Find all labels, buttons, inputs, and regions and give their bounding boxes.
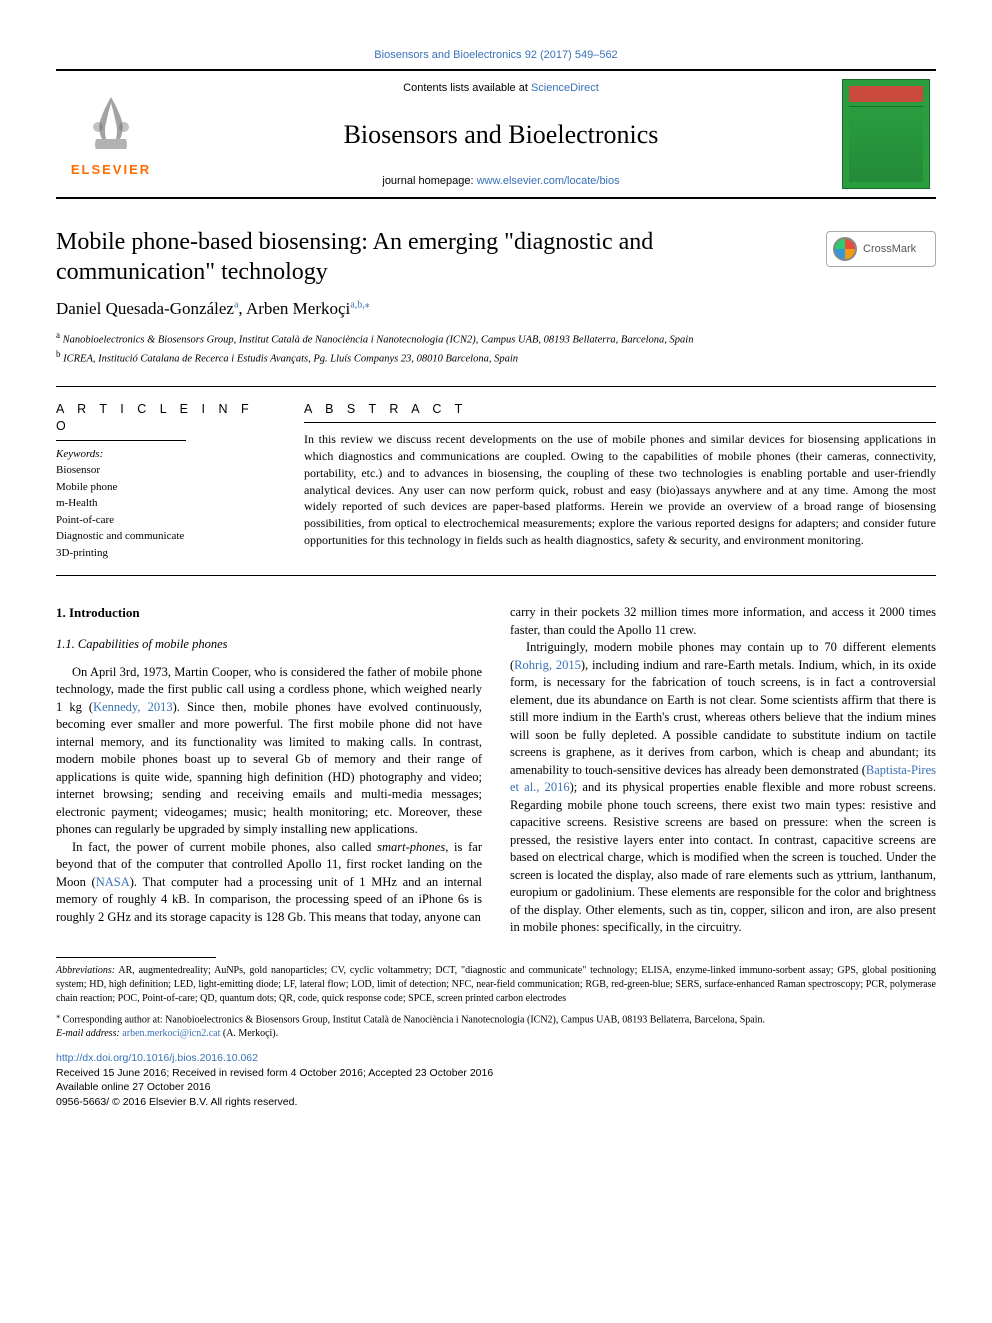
affiliations-block: a Nanobioelectronics & Biosensors Group,… bbox=[56, 329, 936, 368]
article-info-column: A R T I C L E I N F O Keywords: Biosenso… bbox=[56, 387, 276, 575]
citation-link[interactable]: Kennedy, 2013 bbox=[93, 700, 173, 714]
email-label: E-mail address: bbox=[56, 1028, 122, 1039]
journal-title: Biosensors and Bioelectronics bbox=[166, 117, 836, 153]
doi-link[interactable]: http://dx.doi.org/10.1016/j.bios.2016.10… bbox=[56, 1051, 936, 1066]
keywords-label: Keywords: bbox=[56, 447, 262, 462]
sciencedirect-link[interactable]: ScienceDirect bbox=[531, 82, 599, 94]
authors-line: Daniel Quesada-Gonzáleza, Arben Merkoçia… bbox=[56, 297, 936, 321]
elsevier-logo: ELSEVIER bbox=[56, 71, 166, 197]
footnotes-block: Abbreviations: AR, augmentedreality; AuN… bbox=[56, 964, 936, 1041]
citation-link[interactable]: NASA bbox=[96, 875, 130, 889]
section-1-1-heading: 1.1. Capabilities of mobile phones bbox=[56, 636, 482, 654]
cover-image bbox=[842, 79, 930, 189]
article-title: Mobile phone-based biosensing: An emergi… bbox=[56, 227, 826, 287]
abstract-column: A B S T R A C T In this review we discus… bbox=[276, 387, 936, 575]
keyword-item: Biosensor bbox=[56, 462, 262, 479]
email-footnote: E-mail address: arben.merkoci@icn2.cat (… bbox=[56, 1027, 936, 1041]
journal-header-center: Contents lists available at ScienceDirec… bbox=[166, 71, 836, 197]
journal-homepage-line: journal homepage: www.elsevier.com/locat… bbox=[166, 174, 836, 189]
affiliation-a: a Nanobioelectronics & Biosensors Group,… bbox=[56, 329, 936, 348]
keywords-list: Biosensor Mobile phone m-Health Point-of… bbox=[56, 462, 262, 561]
corresponding-author-footnote: ⁎ Corresponding author at: Nanobioelectr… bbox=[56, 1010, 936, 1027]
keyword-item: m-Health bbox=[56, 495, 262, 512]
body-column-right: carry in their pockets 32 million times … bbox=[510, 604, 936, 937]
body-paragraph: Intriguingly, modern mobile phones may c… bbox=[510, 639, 936, 937]
contents-available-line: Contents lists available at ScienceDirec… bbox=[166, 81, 836, 96]
homepage-link[interactable]: www.elsevier.com/locate/bios bbox=[477, 175, 620, 187]
homepage-prefix: journal homepage: bbox=[382, 175, 476, 187]
article-info-heading: A R T I C L E I N F O bbox=[56, 401, 262, 436]
body-paragraph: In fact, the power of current mobile pho… bbox=[56, 839, 482, 927]
abbreviations-label: Abbreviations: bbox=[56, 965, 115, 976]
received-line: Received 15 June 2016; Received in revis… bbox=[56, 1066, 936, 1081]
journal-header-box: ELSEVIER Contents lists available at Sci… bbox=[56, 69, 936, 199]
elsevier-tree-icon bbox=[76, 89, 146, 159]
section-1-heading: 1. Introduction bbox=[56, 604, 482, 622]
abbreviations-footnote: Abbreviations: AR, augmentedreality; AuN… bbox=[56, 964, 936, 1006]
author-1-name: Daniel Quesada-González bbox=[56, 299, 234, 318]
author-2-name: , Arben Merkoçi bbox=[238, 299, 350, 318]
body-two-columns: 1. Introduction 1.1. Capabilities of mob… bbox=[56, 604, 936, 937]
keyword-item: Mobile phone bbox=[56, 479, 262, 496]
body-column-left: 1. Introduction 1.1. Capabilities of mob… bbox=[56, 604, 482, 937]
citation-header: Biosensors and Bioelectronics 92 (2017) … bbox=[56, 48, 936, 63]
abstract-text: In this review we discuss recent develop… bbox=[304, 431, 936, 549]
abbreviations-text: AR, augmentedreality; AuNPs, gold nanopa… bbox=[56, 965, 936, 1004]
crossmark-badge[interactable]: CrossMark bbox=[826, 231, 936, 267]
email-suffix: (A. Merkoçi). bbox=[220, 1028, 278, 1039]
affiliation-b: b ICREA, Institució Catalana de Recerca … bbox=[56, 348, 936, 367]
email-link[interactable]: arben.merkoci@icn2.cat bbox=[122, 1028, 220, 1039]
body-paragraph-continuation: carry in their pockets 32 million times … bbox=[510, 604, 936, 639]
journal-cover-thumbnail bbox=[836, 71, 936, 197]
citation-link[interactable]: Rohrig, 2015 bbox=[514, 658, 581, 672]
footnote-separator bbox=[56, 957, 216, 958]
contents-prefix: Contents lists available at bbox=[403, 82, 531, 94]
keyword-item: 3D-printing bbox=[56, 545, 262, 562]
keyword-item: Point-of-care bbox=[56, 512, 262, 529]
keyword-item: Diagnostic and communicate bbox=[56, 528, 262, 545]
elsevier-wordmark: ELSEVIER bbox=[71, 161, 151, 179]
corr-text: Corresponding author at: Nanobioelectron… bbox=[60, 1014, 765, 1025]
copyright-line: 0956-5663/ © 2016 Elsevier B.V. All righ… bbox=[56, 1095, 936, 1110]
author-2-corr-star: ⁎ bbox=[365, 300, 370, 311]
body-paragraph: On April 3rd, 1973, Martin Cooper, who i… bbox=[56, 664, 482, 839]
emphasis-smartphones: smart-phones bbox=[377, 840, 445, 854]
doi-block: http://dx.doi.org/10.1016/j.bios.2016.10… bbox=[56, 1051, 936, 1110]
available-online-line: Available online 27 October 2016 bbox=[56, 1080, 936, 1095]
crossmark-label: CrossMark bbox=[863, 242, 916, 257]
abstract-heading: A B S T R A C T bbox=[304, 401, 936, 419]
crossmark-icon bbox=[833, 237, 857, 261]
author-2-affil-sup: a,b, bbox=[350, 300, 364, 311]
